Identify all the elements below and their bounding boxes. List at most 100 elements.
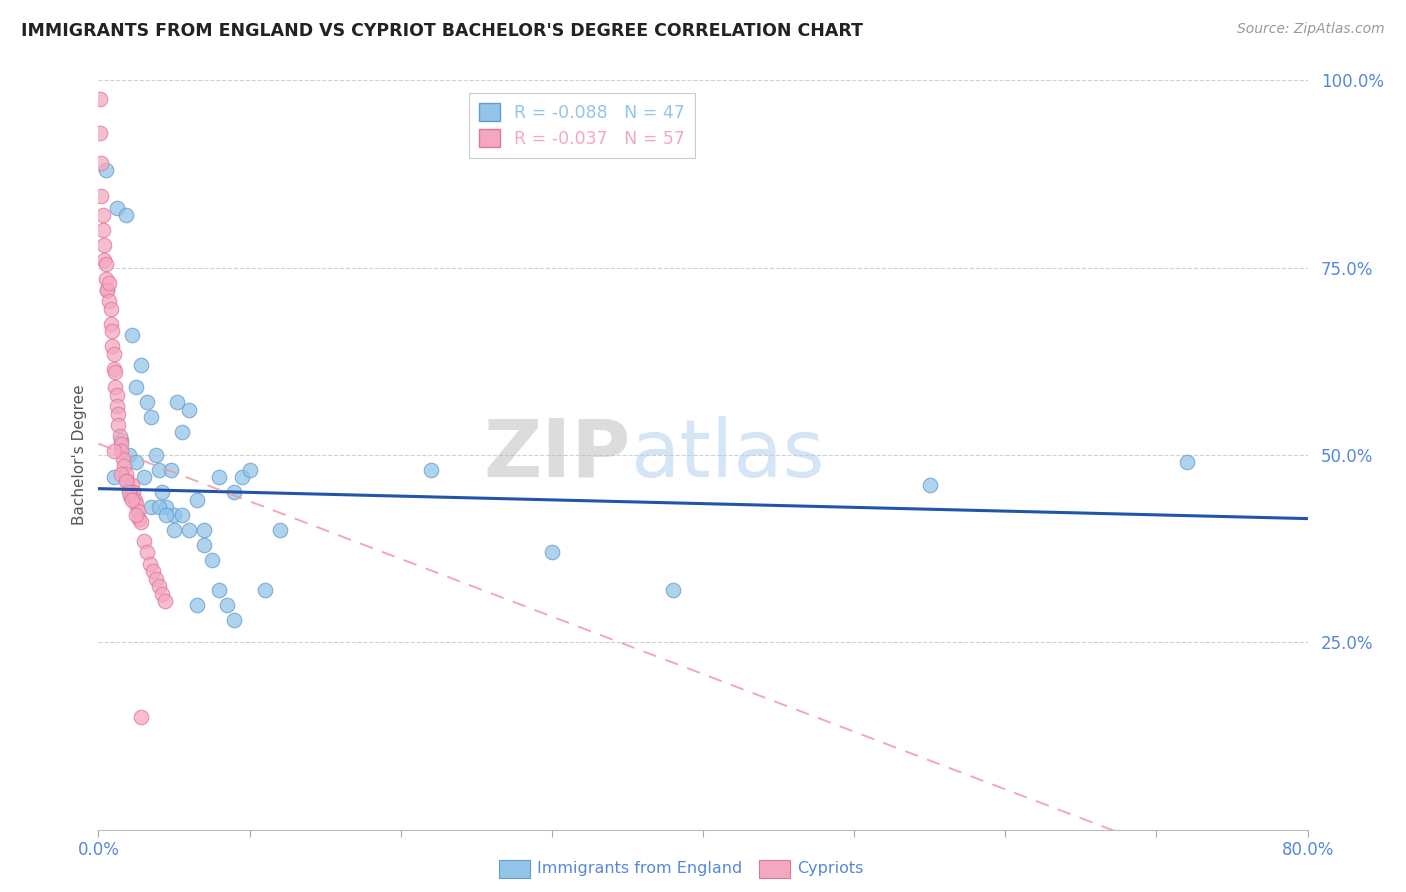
Point (115, 474, 138, 488)
Point (105, 388, 128, 402)
Point (129, 516, 152, 530)
Point (110, 444, 132, 458)
Point (93, 238, 115, 252)
Point (110, 436, 132, 450)
Point (153, 594, 176, 608)
Point (135, 395, 157, 409)
Point (269, 523, 291, 537)
Point (148, 500, 170, 515)
Point (150, 586, 173, 600)
Point (104, 366, 127, 380)
Point (90, 189, 112, 203)
Point (215, 598, 238, 612)
Point (94, 257, 117, 271)
Point (104, 380, 127, 394)
Point (114, 208, 136, 222)
Point (110, 467, 132, 481)
Point (107, 417, 129, 432)
Point (110, 433, 132, 447)
Point (111, 451, 134, 466)
Point (121, 478, 143, 492)
Point (170, 425, 193, 440)
Point (239, 463, 262, 477)
Point (129, 710, 152, 724)
Point (186, 598, 208, 612)
Point (101, 339, 124, 353)
Point (118, 448, 141, 462)
Point (112, 459, 135, 474)
Point (132, 534, 155, 549)
Point (93, 253, 115, 268)
Point (103, 470, 125, 484)
Point (253, 582, 276, 597)
Point (125, 508, 148, 522)
Point (208, 582, 231, 597)
Point (114, 467, 136, 481)
Point (96, 283, 118, 297)
Point (224, 485, 246, 500)
Point (145, 572, 167, 586)
Point (105, 201, 128, 215)
Point (94, 163, 117, 178)
Point (94, 272, 117, 286)
Text: Immigrants from England: Immigrants from England (537, 862, 742, 876)
Point (170, 508, 193, 522)
Point (91, 223, 114, 237)
Point (96, 283, 118, 297)
Point (129, 358, 152, 372)
Legend: R = -0.088   N = 47, R = -0.037   N = 57: R = -0.088 N = 47, R = -0.037 N = 57 (468, 93, 696, 158)
Point (145, 448, 167, 462)
Point (1175, 455, 1198, 469)
Point (118, 482, 141, 496)
Point (98, 294, 121, 309)
Point (193, 538, 215, 552)
Point (100, 301, 122, 316)
Point (186, 492, 208, 507)
Point (160, 463, 183, 477)
Point (103, 361, 125, 376)
Text: Cypriots: Cypriots (797, 862, 863, 876)
Point (108, 429, 131, 443)
Text: Source: ZipAtlas.com: Source: ZipAtlas.com (1237, 22, 1385, 37)
Point (163, 508, 186, 522)
Point (127, 504, 149, 518)
Point (193, 523, 215, 537)
Point (121, 328, 143, 343)
Point (201, 553, 224, 567)
Point (125, 497, 148, 511)
Point (101, 324, 124, 338)
Point (661, 582, 683, 597)
Point (231, 470, 253, 484)
Point (89, 126, 111, 140)
Point (91, 208, 114, 222)
Point (125, 380, 148, 394)
Point (141, 410, 163, 425)
Point (224, 613, 246, 627)
Point (89, 92, 111, 106)
Point (141, 500, 163, 515)
Point (98, 276, 121, 290)
Point (124, 492, 146, 507)
Point (118, 485, 141, 500)
Text: IMMIGRANTS FROM ENGLAND VS CYPRIOT BACHELOR'S DEGREE CORRELATION CHART: IMMIGRANTS FROM ENGLAND VS CYPRIOT BACHE… (21, 22, 863, 40)
Point (540, 545, 562, 559)
Point (148, 579, 170, 593)
Point (121, 492, 143, 507)
Point (100, 317, 122, 331)
Point (166, 395, 188, 409)
Point (114, 474, 136, 488)
Y-axis label: Bachelor's Degree: Bachelor's Degree (72, 384, 87, 525)
Point (122, 485, 145, 500)
Point (103, 347, 125, 361)
Point (179, 523, 201, 537)
Point (103, 444, 125, 458)
Point (135, 545, 157, 559)
Point (105, 399, 128, 413)
Point (155, 508, 177, 522)
Point (132, 470, 155, 484)
Point (125, 455, 148, 469)
Point (163, 523, 186, 537)
Point (139, 557, 162, 571)
Text: atlas: atlas (630, 416, 825, 494)
Point (120, 489, 142, 503)
